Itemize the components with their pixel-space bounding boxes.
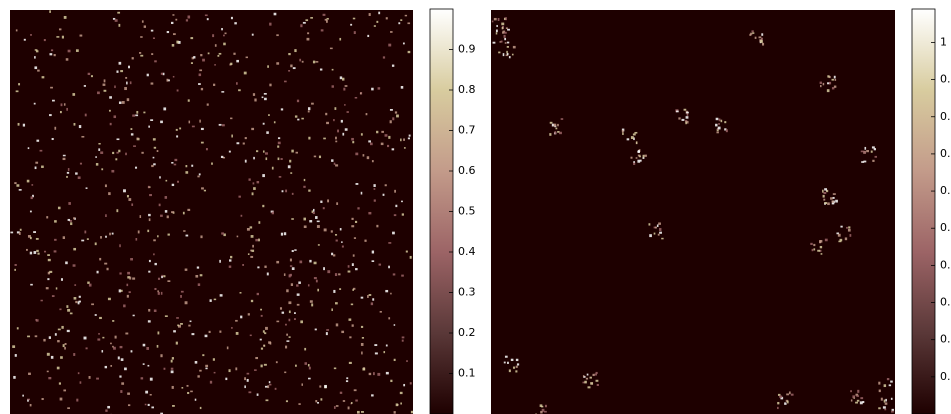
colorbar-tick-label: 0.8 (458, 83, 476, 96)
colorbar-tick-label: 0.3 (940, 296, 951, 309)
image-panel (10, 10, 413, 414)
colorbar-tick-label: 0.9 (940, 73, 951, 86)
figure: 0.1 0.2 0.3 0.4 0.5 0.6 0.7 0.8 0.9 0.1 0.2 0.3 0.4 0… (0, 0, 951, 414)
colorbar-tick-label: 0.1 (940, 370, 951, 383)
colorbar-tick-label: 0.2 (940, 333, 951, 346)
colorbar-tick-label: 0.7 (458, 124, 476, 137)
colorbar-tick-label: 0.9 (458, 43, 476, 56)
colorbar-tick-label: 0.6 (940, 184, 951, 197)
colorbar-tick-label: 0.5 (458, 205, 476, 218)
colorbar-tick-label: 0.8 (940, 110, 951, 123)
colorbar-tick-label: 0.2 (458, 326, 476, 339)
colorbar-tick-label: 0.1 (458, 367, 476, 380)
colorbar-tick-label: 0.6 (458, 164, 476, 177)
image-panel (491, 10, 895, 414)
colorbar-tick-label: 0.5 (940, 221, 951, 234)
colorbar-tick-label: 0.7 (940, 147, 951, 160)
colorbar-tick-label: 0.3 (458, 286, 476, 299)
colorbar-tick-label: 1 (940, 35, 947, 48)
colorbar (912, 9, 935, 414)
colorbar-tick-label: 0.4 (940, 258, 951, 271)
colorbar-tick-label: 0.4 (458, 245, 476, 258)
